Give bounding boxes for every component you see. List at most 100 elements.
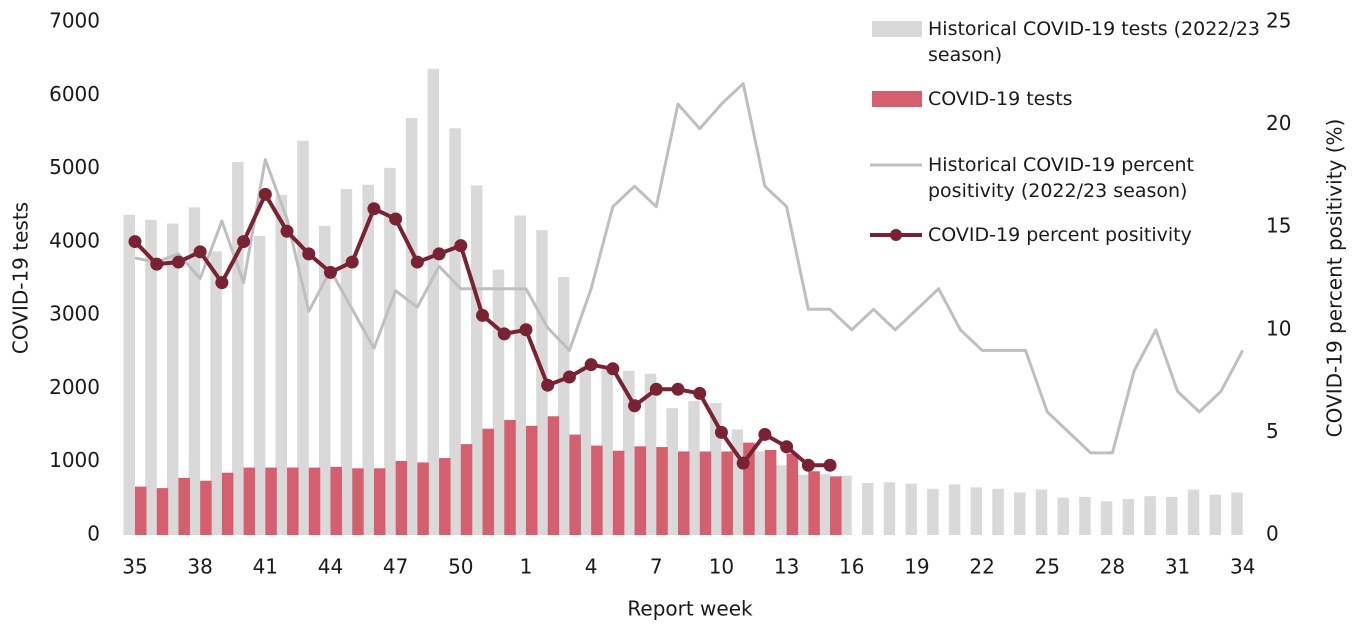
bar [547,416,560,535]
bar [861,482,874,535]
bar [1079,496,1091,535]
bar [1122,499,1135,535]
x-axis-title: Report week [627,597,753,621]
bar [200,480,212,535]
bar [579,366,592,535]
marker [128,235,142,249]
bar [830,476,842,535]
y-tick-label: 5000 [49,155,100,179]
y2-tick-label: 10 [1266,316,1291,340]
y-tick-label: 0 [87,522,100,546]
bar [644,373,657,535]
bar [699,451,712,535]
bar [188,207,201,536]
bar [1057,497,1069,535]
marker [432,247,446,261]
bar [666,408,678,535]
bar [634,446,647,535]
marker [823,458,837,472]
bar [352,468,364,535]
bar [221,472,234,535]
bar [678,451,690,535]
bar [287,467,299,535]
bar [232,161,244,535]
x-tick-label: 10 [709,555,734,579]
bar [786,453,799,535]
legend-item: Historical COVID-19 percent positivity (… [868,152,1268,204]
x-tick-label: 34 [1230,555,1255,579]
marker [410,255,424,269]
legend-swatch-rect [872,21,922,37]
bar [591,445,603,535]
bar [927,488,939,535]
bar [275,194,288,535]
bar [178,477,190,535]
marker [780,440,794,454]
marker [367,202,381,216]
bar [330,466,342,535]
y2-tick-label: 15 [1266,214,1291,238]
bar [308,467,321,535]
bar [525,425,538,535]
bar [405,118,418,536]
y-tick-label: 2000 [49,375,100,399]
bar [775,465,787,535]
marker [258,187,272,201]
bar [482,428,495,535]
bar [373,468,386,535]
bar [623,370,635,535]
bar [460,444,473,535]
marker [497,327,511,341]
legend-label: Historical COVID-19 percent positivity (… [928,154,1194,202]
bar [992,488,1004,535]
x-tick-label: 22 [969,555,994,579]
legend-item: COVID-19 tests [868,86,1268,112]
bar [449,128,461,535]
legend-label: COVID-19 percent positivity [928,224,1192,246]
legend-label: Historical COVID-19 tests (2022/23 seaso… [928,18,1260,66]
y-tick-label: 3000 [49,302,100,326]
x-tick-label: 50 [448,555,473,579]
marker [476,308,490,322]
marker [323,265,337,279]
legend-swatch [870,163,922,167]
legend-label: COVID-19 tests [928,88,1073,110]
legend-swatch [872,91,922,107]
bar [808,471,820,535]
bar [688,400,700,535]
bar [253,235,266,535]
marker [150,257,164,271]
bar [557,277,570,535]
legend-swatch [870,229,922,241]
bar [156,488,169,535]
x-tick-label: 31 [1165,555,1190,579]
bar [970,487,983,535]
marker [628,399,642,413]
x-tick-label: 19 [904,555,929,579]
legend-swatch-marker [890,229,902,241]
bar [265,467,277,535]
bar [1166,496,1178,535]
y2-tick-label: 25 [1266,9,1291,33]
marker [193,245,207,259]
bar [504,419,516,535]
bar [1035,489,1048,535]
marker [345,255,359,269]
bar [721,451,733,535]
legend-item: Historical COVID-19 tests (2022/23 seaso… [868,16,1268,68]
bar [731,429,744,535]
x-tick-label: 13 [774,555,799,579]
bar [569,434,581,535]
bar [297,140,309,536]
bar [166,223,179,536]
marker [541,378,555,392]
bar [145,219,157,535]
marker [758,427,772,441]
bar [753,451,765,535]
marker [215,276,229,290]
line [134,82,1245,455]
marker [671,382,685,396]
marker [714,425,728,439]
bar [395,460,408,535]
bar [709,403,722,535]
